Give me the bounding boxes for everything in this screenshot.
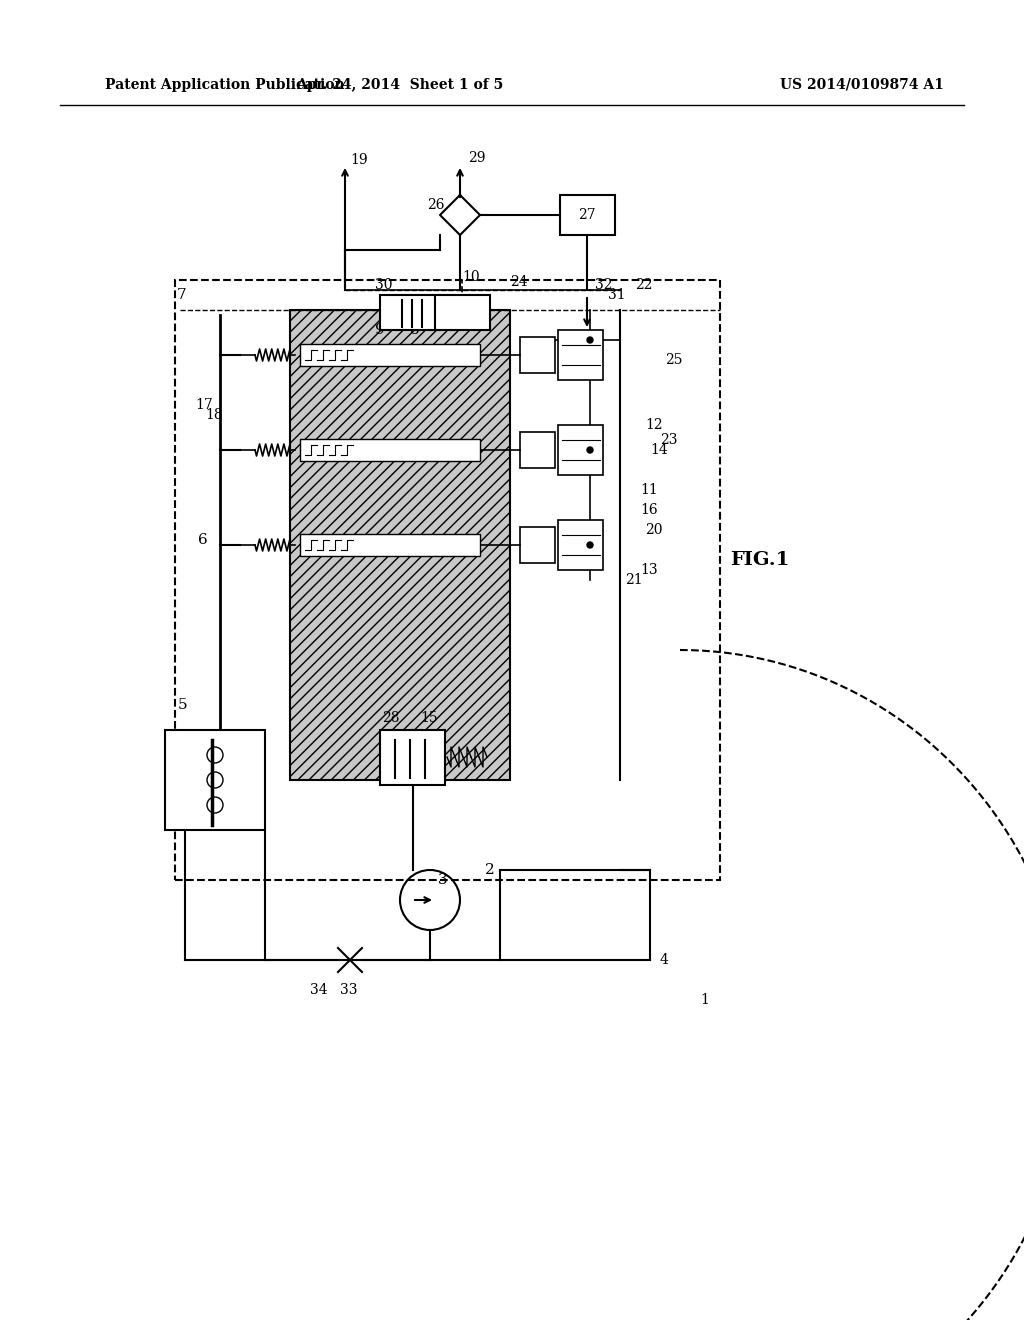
Text: 7: 7 [177,288,186,302]
Text: 19: 19 [350,153,368,168]
Bar [560,195,615,235]
Text: 22: 22 [635,279,652,292]
Bar [520,337,555,374]
Text: Apr. 24, 2014  Sheet 1 of 5: Apr. 24, 2014 Sheet 1 of 5 [296,78,504,92]
Bar [300,345,480,366]
Text: 21: 21 [625,573,643,587]
Bar [435,294,490,330]
Text: 29: 29 [468,150,485,165]
Circle shape [587,543,593,548]
Text: 12: 12 [645,418,663,432]
Text: 16: 16 [640,503,657,517]
Text: FIG.1: FIG.1 [730,550,790,569]
Bar [300,535,480,556]
Text: 14: 14 [650,444,668,457]
Text: 3: 3 [438,873,447,887]
Text: 33: 33 [340,983,357,997]
Bar [558,330,603,380]
Circle shape [587,337,593,343]
Text: 2: 2 [485,863,495,876]
Text: 31: 31 [608,288,626,302]
Text: 6: 6 [198,533,208,546]
Text: 24: 24 [510,275,527,289]
Text: 1: 1 [700,993,709,1007]
Text: 17: 17 [195,399,213,412]
Bar [290,310,510,780]
Text: 23: 23 [660,433,678,447]
Bar [558,520,603,570]
Text: 15: 15 [420,711,437,725]
Text: 13: 13 [640,564,657,577]
Text: 25: 25 [665,352,683,367]
Bar [165,730,265,830]
Bar [380,730,445,785]
Text: Patent Application Publication: Patent Application Publication [105,78,345,92]
Text: 18: 18 [205,408,222,422]
Text: 28: 28 [382,711,399,725]
Text: 4: 4 [660,953,669,968]
Text: 20: 20 [645,523,663,537]
Text: 11: 11 [640,483,657,498]
Text: US 2014/0109874 A1: US 2014/0109874 A1 [780,78,944,92]
Bar [520,432,555,469]
Bar [380,294,440,330]
Text: 27: 27 [579,209,596,222]
Text: 8: 8 [410,323,420,337]
Text: 26: 26 [427,198,444,213]
Text: 32: 32 [595,279,612,292]
Bar [300,440,480,461]
Text: 10: 10 [462,271,479,284]
Text: 30: 30 [375,279,392,292]
Circle shape [587,447,593,453]
Bar [520,527,555,564]
Text: 5: 5 [178,698,187,711]
Bar [558,425,603,475]
Text: 34: 34 [310,983,328,997]
Text: 9: 9 [375,323,385,337]
